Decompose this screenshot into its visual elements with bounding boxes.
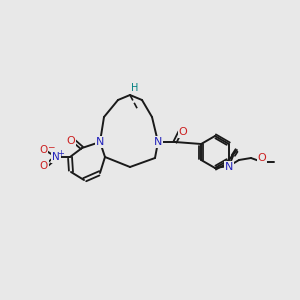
Text: O: O	[178, 127, 188, 137]
Text: N: N	[154, 137, 162, 147]
Text: H: H	[131, 83, 139, 93]
Text: +: +	[58, 148, 64, 158]
Text: O: O	[40, 161, 48, 171]
Text: O: O	[67, 136, 75, 146]
Text: O: O	[39, 145, 47, 155]
Text: O: O	[258, 153, 266, 163]
Text: N: N	[52, 152, 60, 162]
Text: N: N	[96, 137, 104, 147]
Text: N: N	[225, 162, 233, 172]
Text: −: −	[47, 142, 55, 152]
